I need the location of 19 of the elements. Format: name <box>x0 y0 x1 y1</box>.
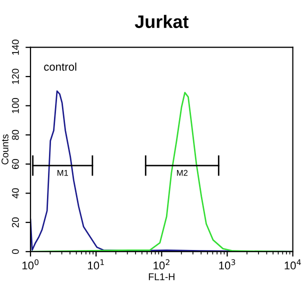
chart-title: Jurkat <box>134 14 189 28</box>
y-axis-title: Counts <box>2 134 8 164</box>
y-tick-label: 100 <box>12 98 19 114</box>
x-tick-label: 10$^{4}$ <box>284 259 301 270</box>
y-tick-label: 20 <box>12 217 19 228</box>
y-tick-label: 80 <box>12 130 19 140</box>
x-tick-label: 10$^{2}$ <box>154 259 170 270</box>
series-label: M1 <box>58 170 68 176</box>
y-tick-label: 0 <box>12 249 19 254</box>
y-tick-label: 60 <box>12 159 19 169</box>
series-label: M2 <box>177 170 188 176</box>
y-tick-label: 120 <box>12 68 19 84</box>
x-axis-title: FL1-H <box>148 273 174 280</box>
y-tick-label: 140 <box>12 40 19 55</box>
x-tick-label: 10$^{0}$ <box>22 259 39 270</box>
annotation: control <box>44 62 76 71</box>
x-tick-label: 10$^{3}$ <box>219 259 236 270</box>
x-tick-label: 10$^{1}$ <box>88 259 104 270</box>
y-tick-label: 40 <box>12 188 19 198</box>
